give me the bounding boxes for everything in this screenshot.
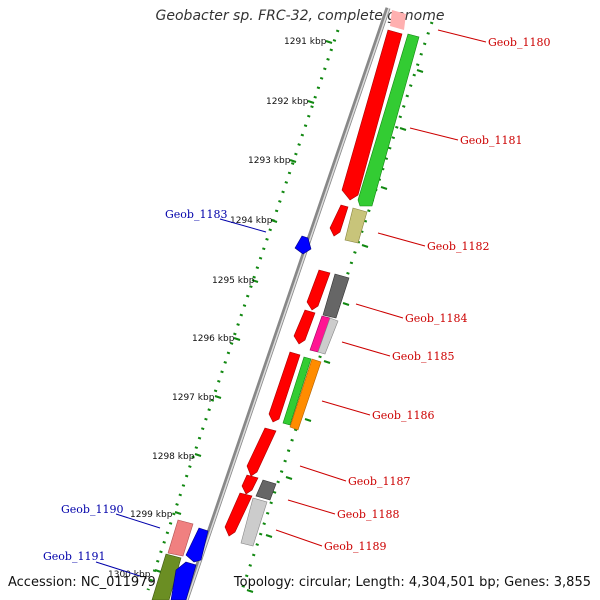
ruler-tick-label: 1292 kbp bbox=[266, 97, 309, 107]
gene-label[interactable]: Geob_1181 bbox=[460, 134, 522, 147]
ruler-tick bbox=[194, 453, 202, 457]
gene-label[interactable]: Geob_1180 bbox=[488, 36, 550, 49]
reverse-leader-lines bbox=[95, 218, 267, 577]
gene-label[interactable]: Geob_1186 bbox=[372, 409, 434, 422]
gene-label[interactable]: Geob_1184 bbox=[405, 312, 467, 325]
gene-label[interactable]: Geob_1185 bbox=[392, 350, 454, 363]
faded-red-feature[interactable] bbox=[167, 519, 194, 557]
leader-line bbox=[409, 127, 459, 141]
ruler-tick-label: 1297 kbp bbox=[172, 393, 215, 403]
gray-feature[interactable] bbox=[255, 479, 277, 501]
reverse-gene-labels: Geob_1183 Geob_1190 Geob_1191 bbox=[43, 208, 227, 563]
reverse-cds-arrow[interactable] bbox=[185, 527, 209, 563]
leader-line bbox=[321, 400, 371, 416]
gray-light-feature[interactable] bbox=[240, 497, 268, 547]
cds-arrow[interactable] bbox=[246, 427, 277, 477]
cds-arrow[interactable] bbox=[341, 29, 403, 201]
reverse-cds-arrow[interactable] bbox=[170, 561, 197, 600]
guide-tick bbox=[399, 127, 407, 131]
ruler-tick bbox=[270, 219, 278, 223]
outer-guide-line bbox=[240, 21, 434, 591]
leader-line bbox=[437, 29, 487, 43]
backbone-line bbox=[183, 7, 391, 600]
ruler-tick-label: 1300 kbp bbox=[108, 570, 151, 580]
guide-tick bbox=[416, 69, 424, 73]
reverse-features bbox=[151, 235, 312, 600]
rna-feature[interactable] bbox=[282, 356, 312, 426]
guide-tick bbox=[304, 418, 312, 422]
ruler-tick-label: 1291 kbp bbox=[284, 37, 327, 47]
leader-line bbox=[115, 513, 161, 529]
guide-tick bbox=[323, 360, 331, 364]
leader-line bbox=[95, 561, 141, 577]
ruler-tick-label: 1294 kbp bbox=[230, 216, 273, 226]
orange-feature[interactable] bbox=[289, 358, 322, 431]
cds-arrow-faded[interactable] bbox=[390, 10, 406, 30]
guide-tick bbox=[285, 476, 293, 480]
ruler-ticks: 1291 kbp 1292 kbp 1293 kbp 1294 kbp 1295… bbox=[108, 37, 333, 580]
outer-guide-ticks bbox=[246, 69, 424, 593]
olive-feature[interactable] bbox=[151, 553, 182, 600]
rna-feature[interactable] bbox=[357, 33, 420, 207]
leader-line bbox=[355, 303, 404, 319]
ruler-tick-label: 1295 kbp bbox=[212, 276, 255, 286]
cds-arrow[interactable] bbox=[268, 351, 301, 423]
forward-features bbox=[224, 10, 406, 537]
gene-label[interactable]: Geob_1182 bbox=[427, 240, 489, 253]
gene-label[interactable]: Geob_1188 bbox=[337, 508, 399, 521]
accession-text: Accession: NC_011979 bbox=[8, 575, 156, 590]
ruler-tick bbox=[289, 159, 297, 163]
cds-arrow[interactable] bbox=[306, 269, 331, 311]
forward-leader-lines bbox=[275, 29, 487, 547]
cds-arrow[interactable] bbox=[293, 309, 316, 345]
reverse-cds-arrow[interactable] bbox=[294, 235, 312, 255]
gene-label[interactable]: Geob_1191 bbox=[43, 550, 105, 563]
ruler-tick bbox=[154, 569, 162, 573]
map-title: Geobacter sp. FRC-32, complete genome bbox=[155, 8, 445, 24]
gray-feature[interactable] bbox=[322, 273, 350, 319]
leader-line bbox=[219, 218, 267, 233]
ruler-tick bbox=[307, 100, 315, 104]
gene-label[interactable]: Geob_1189 bbox=[324, 540, 386, 553]
guide-tick bbox=[265, 534, 273, 538]
leader-line bbox=[287, 499, 336, 515]
backbone-highlight bbox=[186, 7, 390, 600]
gray-light-feature[interactable] bbox=[317, 317, 339, 355]
ruler-tick-label: 1298 kbp bbox=[152, 452, 195, 462]
forward-secondary-features bbox=[240, 33, 420, 547]
cds-arrow[interactable] bbox=[224, 492, 253, 537]
ruler-tick bbox=[325, 40, 333, 44]
leader-line bbox=[299, 465, 347, 482]
leader-line bbox=[341, 341, 391, 357]
ruler-tick-label: 1293 kbp bbox=[248, 156, 291, 166]
cds-arrow[interactable] bbox=[241, 474, 259, 495]
misc-feature[interactable] bbox=[344, 207, 368, 244]
ruler-tick-label: 1296 kbp bbox=[192, 334, 235, 344]
ruler-tick bbox=[174, 511, 182, 515]
guide-tick bbox=[342, 302, 350, 306]
forward-gene-labels: Geob_1180 Geob_1181 Geob_1182 Geob_1184 … bbox=[324, 36, 550, 553]
ruler-tick bbox=[251, 279, 259, 283]
gene-label[interactable]: Geob_1190 bbox=[61, 503, 123, 516]
gene-label[interactable]: Geob_1187 bbox=[348, 475, 410, 488]
guide-tick bbox=[246, 589, 254, 593]
genome-summary-text: Topology: circular; Length: 4,304,501 bp… bbox=[233, 575, 591, 590]
gene-label[interactable]: Geob_1183 bbox=[165, 208, 227, 221]
cds-arrow[interactable] bbox=[329, 204, 349, 237]
ruler-tick bbox=[214, 395, 222, 399]
guide-tick bbox=[361, 244, 369, 248]
leader-line bbox=[275, 529, 323, 547]
leader-line bbox=[377, 232, 426, 247]
ruler-tick-label: 1299 kbp bbox=[130, 510, 173, 520]
ruler-tick bbox=[233, 337, 241, 341]
guide-tick bbox=[380, 186, 388, 190]
